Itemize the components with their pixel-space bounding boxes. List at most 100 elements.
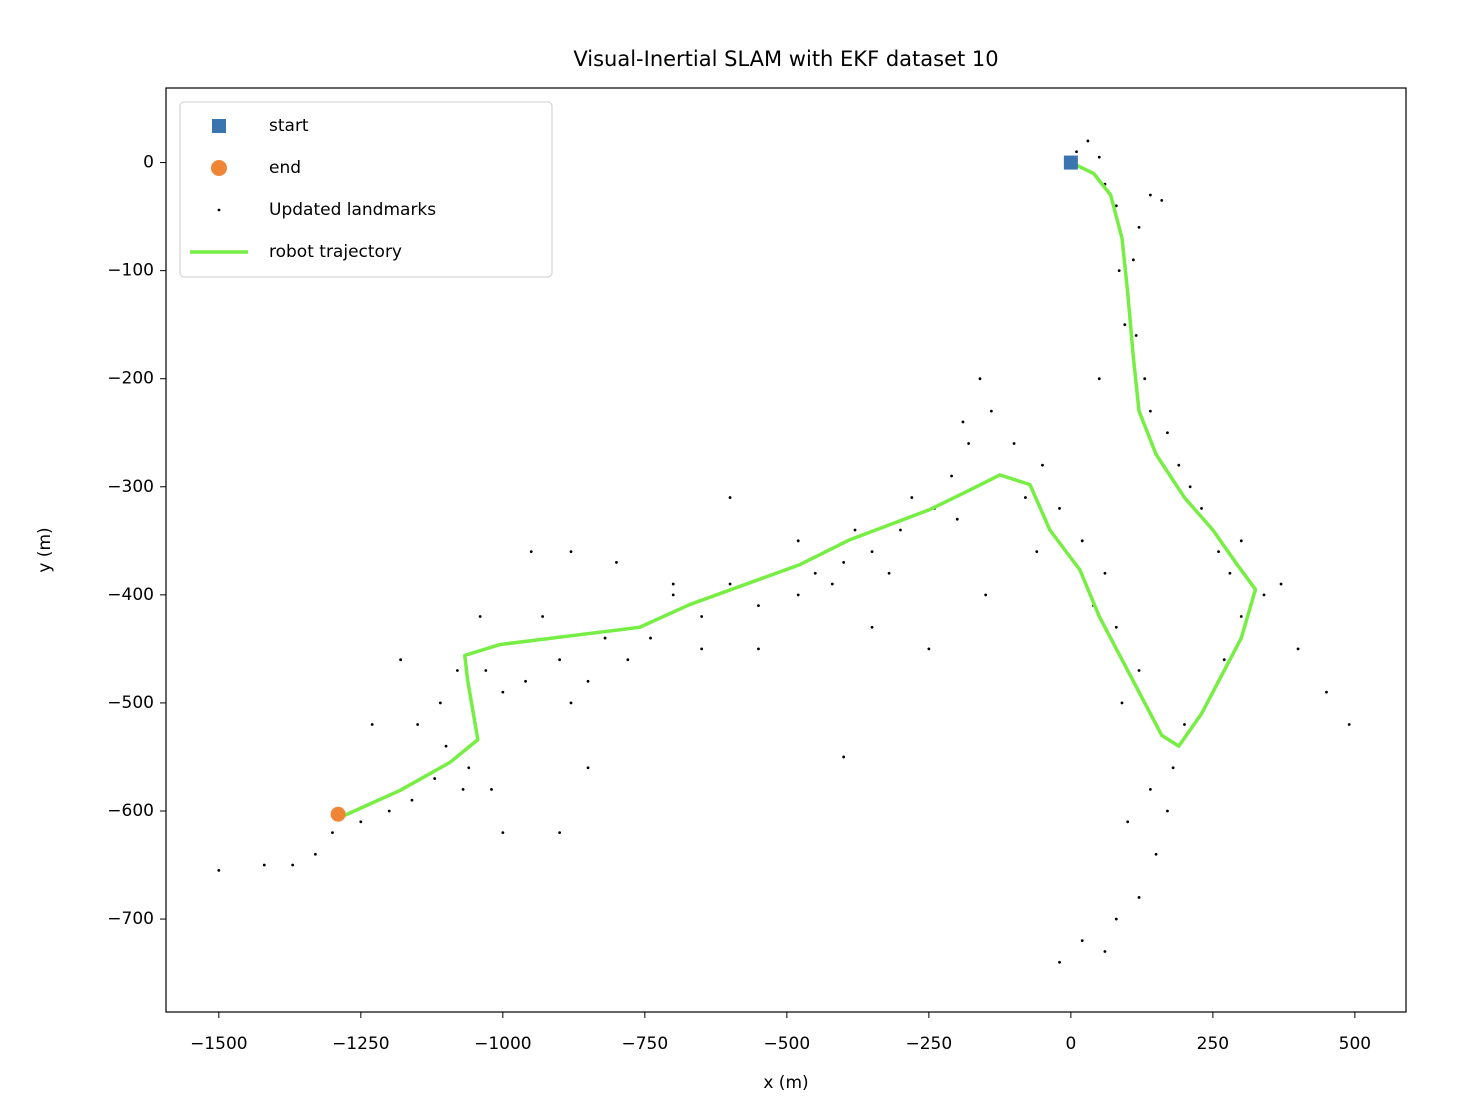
chart-title: Visual-Inertial SLAM with EKF dataset 10 (573, 47, 998, 71)
landmark (1239, 539, 1243, 543)
landmark (1131, 258, 1135, 262)
trajectory (339, 160, 1258, 820)
landmark (1279, 582, 1283, 586)
landmark (1114, 625, 1118, 629)
landmark (1114, 204, 1118, 208)
landmark (410, 798, 414, 802)
landmark (455, 669, 459, 672)
x-tick-label: 250 (1197, 1034, 1229, 1054)
landmark (1171, 766, 1175, 770)
start-marker (1063, 155, 1078, 170)
landmark (438, 701, 442, 705)
landmark (1188, 485, 1192, 489)
landmark (1166, 809, 1169, 813)
landmark (1148, 193, 1152, 197)
landmark (416, 723, 420, 726)
legend-label: start (269, 116, 309, 136)
landmark (529, 550, 533, 554)
landmark (1148, 787, 1152, 791)
landmark (1123, 323, 1127, 327)
x-tick-label: −750 (621, 1034, 668, 1054)
landmark (1347, 723, 1351, 726)
plot (217, 139, 1351, 964)
landmark (1041, 463, 1044, 467)
landmark (955, 517, 959, 521)
landmark (757, 604, 760, 608)
landmark (569, 550, 573, 554)
y-tick-label: −500 (107, 693, 154, 713)
landmark (1148, 409, 1152, 413)
landmark (399, 658, 402, 662)
landmark (1080, 539, 1084, 543)
landmark (910, 496, 914, 499)
landmark (291, 863, 295, 867)
landmark (1103, 571, 1107, 575)
landmark (728, 496, 732, 499)
landmark (1177, 463, 1181, 467)
landmark (1239, 615, 1243, 618)
x-tick-label: −1250 (332, 1034, 390, 1054)
landmark (1097, 377, 1101, 381)
landmark (490, 787, 493, 791)
landmark (331, 831, 334, 835)
landmark (370, 723, 374, 726)
landmark (649, 636, 652, 640)
landmark (728, 582, 732, 586)
y-axis-label: y (m) (35, 527, 55, 572)
landmark (870, 550, 874, 554)
landmark (586, 766, 590, 770)
landmark (1126, 820, 1130, 824)
landmark (700, 615, 704, 618)
landmark (467, 766, 471, 770)
y-tick-label: −600 (107, 801, 154, 821)
landmark (1114, 917, 1118, 921)
y-tick-label: 0 (143, 153, 154, 173)
x-tick-label: −250 (906, 1034, 953, 1054)
landmark (313, 852, 317, 856)
landmark (842, 561, 846, 564)
landmark (813, 571, 817, 575)
landmark (1222, 658, 1226, 662)
landmark (1296, 647, 1300, 651)
landmark (461, 787, 465, 791)
landmark (1103, 950, 1107, 953)
landmark (1075, 150, 1078, 154)
landmark (950, 474, 953, 478)
legend-label: end (269, 158, 301, 178)
x-tick-label: −1500 (190, 1034, 248, 1054)
y-tick-label: −700 (107, 909, 154, 929)
landmark (757, 647, 760, 651)
landmark (586, 679, 590, 683)
x-tick-label: −500 (764, 1034, 811, 1054)
landmark (1325, 690, 1328, 694)
landmark (558, 658, 562, 662)
landmark (359, 820, 363, 824)
landmark (796, 539, 800, 543)
landmark (603, 636, 607, 640)
plot-area (165, 87, 1407, 1013)
landmark (1134, 334, 1138, 337)
landmark (927, 647, 931, 651)
landmark (978, 377, 982, 381)
x-tick-label: 500 (1339, 1034, 1371, 1054)
x-tick-label: −1000 (474, 1034, 532, 1054)
landmark (1117, 269, 1121, 273)
landmark (989, 409, 993, 413)
landmark (1183, 723, 1186, 726)
landmark (1035, 550, 1039, 554)
landmark (830, 582, 834, 586)
landmark (501, 690, 505, 694)
landmark (899, 528, 902, 532)
landmark (1097, 155, 1101, 159)
landmark (1058, 960, 1061, 964)
landmark (842, 755, 846, 759)
landmark (1024, 496, 1027, 499)
landmark (1160, 198, 1164, 202)
landmark (1166, 431, 1169, 435)
legend-label: Updated landmarks (269, 200, 436, 220)
y-tick-label: −100 (107, 261, 154, 281)
landmark (1012, 442, 1016, 445)
landmark (1080, 939, 1084, 943)
landmark (626, 658, 630, 662)
